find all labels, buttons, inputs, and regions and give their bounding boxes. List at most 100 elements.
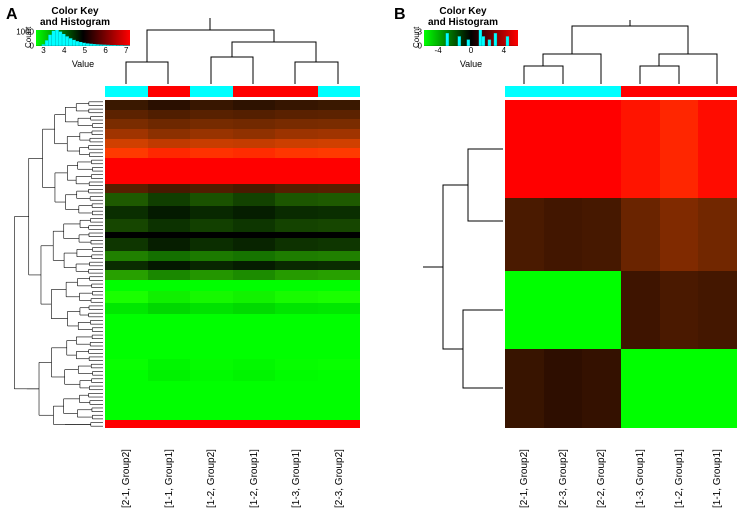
heatmap-cell: [148, 119, 191, 129]
heatmap-cell: [105, 110, 148, 120]
heatmap-cell: [233, 359, 276, 370]
heatmap-cell: [148, 110, 191, 120]
column-labels-b: [2-1, Group2][2-3, Group2][2-2, Group2][…: [505, 432, 737, 508]
heatmap-cell: [190, 100, 233, 110]
heatmap-cell: [148, 158, 191, 171]
heatmap-cell: [275, 261, 318, 271]
colorkey-tick: 4: [62, 46, 66, 55]
heatmap-row: [105, 420, 360, 428]
heatmap-cell: [105, 291, 148, 302]
heatmap-cell: [275, 238, 318, 251]
heatmap-cell: [190, 119, 233, 129]
heatmap-cell: [148, 303, 191, 314]
heatmap-cell: [190, 184, 233, 194]
heatmap-cell: [544, 198, 583, 270]
heatmap-cell: [148, 206, 191, 219]
heatmap-row: [505, 349, 737, 428]
heatmap-cell: [318, 238, 361, 251]
column-label: [2-1, Group2]: [505, 432, 544, 508]
heatmap-cell: [148, 381, 191, 397]
heatmap-cell: [275, 206, 318, 219]
heatmap-cell: [233, 184, 276, 194]
heatmap-row: [105, 219, 360, 232]
heatmap-cell: [275, 184, 318, 194]
heatmap-cell: [105, 158, 148, 171]
heatmap-cell: [318, 251, 361, 261]
heatmap-cell: [148, 291, 191, 302]
heatmap-cell: [275, 129, 318, 139]
colorkey-b-histogram: [424, 30, 518, 46]
heatmap-cell: [275, 158, 318, 171]
heatmap-cell: [505, 349, 544, 428]
panel-a: A Color Key and Histogram Count 1000 0 3…: [0, 0, 380, 512]
heatmap-row: [105, 314, 360, 337]
heatmap-cell: [190, 314, 233, 337]
heatmap-cell: [544, 271, 583, 350]
colorkey-b-gradient: [424, 30, 518, 46]
group-segment: [318, 86, 361, 97]
heatmap-cell: [233, 270, 276, 280]
heatmap-cell: [318, 291, 361, 302]
heatmap-cell: [582, 349, 621, 428]
column-label: [1-1, Group1]: [698, 432, 737, 508]
column-label: [1-3, Group1]: [621, 432, 660, 508]
heatmap-row: [105, 129, 360, 139]
heatmap-cell: [233, 206, 276, 219]
heatmap-cell: [318, 158, 361, 171]
heatmap-cell: [275, 100, 318, 110]
heatmap-cell: [505, 100, 544, 198]
heatmap-cell: [698, 198, 737, 270]
heatmap-cell: [148, 139, 191, 149]
heatmap-row: [105, 280, 360, 291]
heatmap-cell: [621, 349, 660, 428]
heatmap-cell: [148, 219, 191, 232]
group-segment: [505, 86, 621, 97]
heatmap-cell: [275, 193, 318, 206]
heatmap-cell: [190, 280, 233, 291]
group-segment: [148, 86, 191, 97]
heatmap-a: [105, 100, 360, 428]
heatmap-cell: [275, 336, 318, 359]
colorkey-b: Color Key and Histogram Count 3 0 -404 V…: [408, 6, 518, 69]
heatmap-cell: [275, 219, 318, 232]
heatmap-cell: [233, 219, 276, 232]
heatmap-cell: [148, 270, 191, 280]
colorkey-b-title-line2: and Histogram: [428, 17, 498, 28]
heatmap-cell: [318, 261, 361, 271]
heatmap-cell: [275, 270, 318, 280]
heatmap-cell: [105, 336, 148, 359]
column-label: [2-3, Group2]: [544, 432, 583, 508]
col-dendrogram-b: [505, 18, 737, 84]
heatmap-cell: [275, 303, 318, 314]
heatmap-cell: [621, 198, 660, 270]
heatmap-cell: [233, 110, 276, 120]
heatmap-row: [105, 291, 360, 302]
heatmap-cell: [105, 251, 148, 261]
heatmap-cell: [275, 139, 318, 149]
heatmap-cell: [233, 370, 276, 381]
heatmap-cell: [190, 129, 233, 139]
heatmap-row: [105, 270, 360, 280]
heatmap-cell: [105, 119, 148, 129]
heatmap-cell: [318, 420, 361, 428]
heatmap-cell: [148, 280, 191, 291]
heatmap-cell: [105, 184, 148, 194]
heatmap-cell: [148, 261, 191, 271]
heatmap-cell: [318, 171, 361, 184]
heatmap-cell: [190, 397, 233, 420]
heatmap-cell: [105, 206, 148, 219]
col-dendrogram-a: [105, 12, 360, 84]
heatmap-cell: [318, 219, 361, 232]
heatmap-cell: [148, 238, 191, 251]
heatmap-cell: [233, 336, 276, 359]
heatmap-cell: [275, 359, 318, 370]
heatmap-row: [105, 359, 360, 370]
heatmap-cell: [190, 206, 233, 219]
heatmap-cell: [318, 139, 361, 149]
heatmap-cell: [660, 198, 699, 270]
heatmap-cell: [148, 359, 191, 370]
heatmap-cell: [233, 381, 276, 397]
heatmap-row: [105, 119, 360, 129]
group-segment: [621, 86, 737, 97]
heatmap-cell: [544, 349, 583, 428]
